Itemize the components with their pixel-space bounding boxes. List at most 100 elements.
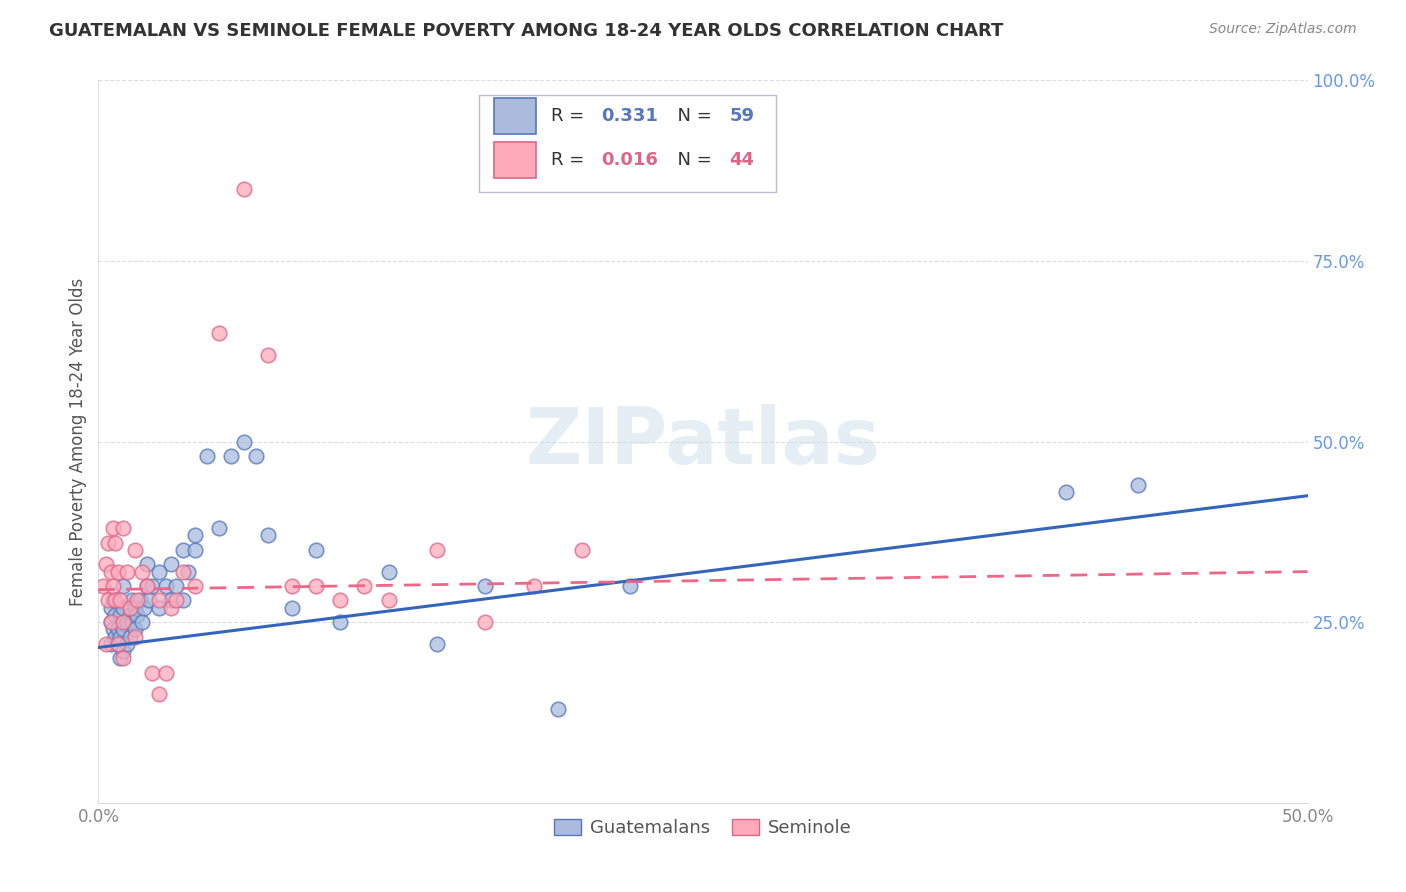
Point — [128, 593, 150, 607]
Point — [104, 607, 127, 622]
Point — [127, 593, 149, 607]
Y-axis label: Female Poverty Among 18-24 Year Olds: Female Poverty Among 18-24 Year Olds — [69, 277, 87, 606]
Point — [101, 593, 124, 607]
Point — [141, 665, 163, 680]
Point — [94, 558, 117, 572]
Point — [104, 535, 127, 549]
Text: R =: R = — [551, 151, 589, 169]
Point — [172, 565, 194, 579]
Point — [111, 623, 134, 637]
Point — [124, 630, 146, 644]
Point — [121, 593, 143, 607]
Point — [111, 600, 134, 615]
Point — [305, 579, 328, 593]
Point — [305, 542, 328, 557]
Text: N =: N = — [665, 151, 717, 169]
Text: R =: R = — [551, 107, 589, 125]
Point — [97, 593, 120, 607]
Point — [329, 593, 352, 607]
Point — [101, 521, 124, 535]
Point — [377, 593, 399, 607]
Point — [107, 623, 129, 637]
Point — [474, 615, 496, 630]
Point — [221, 449, 243, 463]
Text: ZIPatlas: ZIPatlas — [526, 403, 880, 480]
Text: 0.016: 0.016 — [602, 151, 658, 169]
Point — [124, 600, 146, 615]
Point — [124, 623, 146, 637]
Point — [155, 665, 177, 680]
Point — [127, 607, 149, 622]
Point — [353, 579, 375, 593]
Point — [426, 637, 449, 651]
Point — [107, 565, 129, 579]
Point — [107, 637, 129, 651]
Point — [523, 579, 546, 593]
Point — [138, 593, 160, 607]
Point — [101, 623, 124, 637]
Point — [1128, 478, 1150, 492]
Point — [281, 579, 304, 593]
Point — [160, 558, 183, 572]
Point — [135, 579, 157, 593]
Point — [426, 542, 449, 557]
Point — [108, 651, 131, 665]
Point — [121, 615, 143, 630]
Point — [97, 535, 120, 549]
Point — [1054, 485, 1077, 500]
Point — [117, 637, 139, 651]
Point — [108, 607, 131, 622]
Point — [111, 579, 134, 593]
Point — [91, 579, 114, 593]
Point — [148, 593, 170, 607]
Point — [245, 449, 267, 463]
Point — [208, 326, 231, 340]
Point — [104, 593, 127, 607]
Point — [131, 565, 153, 579]
Point — [329, 615, 352, 630]
Point — [155, 579, 177, 593]
Point — [100, 615, 122, 630]
Point — [135, 579, 157, 593]
Point — [281, 600, 304, 615]
Point — [184, 542, 207, 557]
Point — [160, 593, 183, 607]
Legend: Guatemalans, Seminole: Guatemalans, Seminole — [547, 812, 859, 845]
Point — [124, 542, 146, 557]
Point — [148, 565, 170, 579]
Point — [571, 542, 593, 557]
FancyBboxPatch shape — [494, 142, 536, 178]
Point — [100, 565, 122, 579]
Point — [184, 579, 207, 593]
Point — [177, 565, 200, 579]
FancyBboxPatch shape — [494, 98, 536, 134]
Point — [100, 615, 122, 630]
Point — [160, 600, 183, 615]
Point — [377, 565, 399, 579]
Point — [135, 558, 157, 572]
Point — [148, 600, 170, 615]
Point — [104, 630, 127, 644]
Point — [165, 579, 187, 593]
Point — [108, 593, 131, 607]
Point — [474, 579, 496, 593]
Text: 59: 59 — [730, 107, 755, 125]
Point — [141, 579, 163, 593]
Point — [117, 615, 139, 630]
Point — [94, 637, 117, 651]
Point — [111, 644, 134, 658]
Point — [256, 528, 278, 542]
Text: Source: ZipAtlas.com: Source: ZipAtlas.com — [1209, 22, 1357, 37]
Point — [101, 579, 124, 593]
Point — [111, 521, 134, 535]
Point — [118, 630, 141, 644]
Point — [131, 615, 153, 630]
FancyBboxPatch shape — [479, 95, 776, 193]
Point — [111, 615, 134, 630]
Point — [111, 651, 134, 665]
Point — [547, 702, 569, 716]
Point — [118, 600, 141, 615]
Point — [172, 542, 194, 557]
Point — [100, 637, 122, 651]
Text: N =: N = — [665, 107, 717, 125]
